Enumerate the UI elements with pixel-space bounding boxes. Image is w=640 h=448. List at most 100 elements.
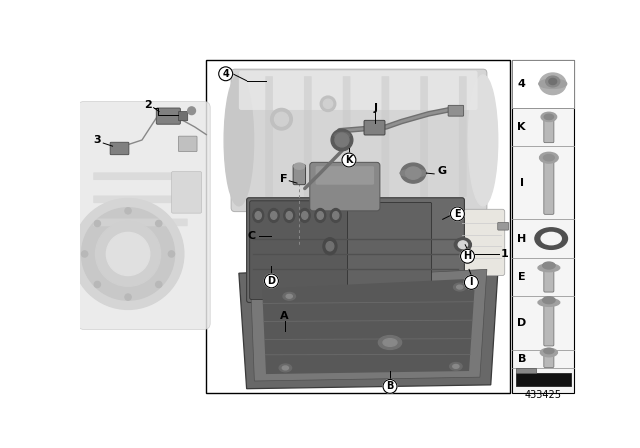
Ellipse shape [544,348,554,353]
FancyBboxPatch shape [316,166,374,185]
Polygon shape [516,373,571,386]
Text: K: K [345,155,353,165]
Text: G: G [437,166,447,176]
Ellipse shape [330,208,341,222]
Circle shape [188,107,195,115]
Ellipse shape [333,211,339,220]
Circle shape [219,67,233,81]
Circle shape [156,281,162,288]
Text: H: H [517,233,526,244]
FancyBboxPatch shape [448,105,463,116]
Text: E: E [454,209,461,219]
FancyBboxPatch shape [246,198,465,302]
Circle shape [81,251,88,257]
Ellipse shape [538,299,560,306]
Text: 433425: 433425 [525,390,562,400]
Text: 1: 1 [501,249,509,259]
Bar [513,60,575,108]
Ellipse shape [543,262,555,269]
FancyBboxPatch shape [420,76,428,197]
FancyBboxPatch shape [381,76,389,197]
Ellipse shape [326,241,334,251]
FancyBboxPatch shape [458,209,505,276]
FancyBboxPatch shape [343,76,351,197]
Circle shape [271,108,292,130]
Text: 4: 4 [222,69,229,79]
FancyBboxPatch shape [304,76,312,197]
Bar [206,60,510,392]
Text: B: B [387,381,394,392]
Text: E: E [518,272,525,282]
Ellipse shape [406,167,421,179]
Ellipse shape [271,211,277,220]
Text: A: A [280,310,289,321]
Ellipse shape [541,233,561,245]
Ellipse shape [544,114,554,120]
Circle shape [335,133,349,147]
FancyBboxPatch shape [239,71,477,110]
Ellipse shape [283,293,296,300]
Ellipse shape [549,78,557,85]
Circle shape [331,129,353,151]
Circle shape [323,99,333,108]
Ellipse shape [543,297,555,304]
Ellipse shape [268,208,279,222]
Ellipse shape [315,208,326,222]
Circle shape [125,208,131,214]
Circle shape [95,222,161,286]
Ellipse shape [540,152,558,163]
Ellipse shape [300,208,310,222]
FancyBboxPatch shape [250,201,349,299]
Text: F: F [280,173,287,184]
FancyBboxPatch shape [77,102,210,329]
Ellipse shape [454,283,466,291]
Ellipse shape [284,208,294,222]
Ellipse shape [317,211,323,220]
FancyBboxPatch shape [93,219,188,226]
Ellipse shape [535,228,568,250]
Ellipse shape [279,364,292,372]
Ellipse shape [450,362,462,370]
Text: I: I [470,277,473,288]
FancyBboxPatch shape [544,267,554,292]
FancyBboxPatch shape [310,162,380,211]
Ellipse shape [334,132,349,138]
Ellipse shape [378,336,402,349]
Circle shape [465,276,478,289]
Circle shape [451,207,465,221]
Ellipse shape [323,238,337,255]
FancyBboxPatch shape [172,172,202,213]
Ellipse shape [253,208,264,222]
FancyBboxPatch shape [179,112,188,121]
Circle shape [342,153,356,167]
Text: K: K [518,122,526,132]
Text: J: J [373,103,377,112]
FancyBboxPatch shape [265,76,273,197]
Ellipse shape [452,365,459,368]
Polygon shape [250,269,487,381]
Circle shape [94,281,100,288]
Ellipse shape [383,339,397,346]
Ellipse shape [539,79,566,88]
Ellipse shape [282,366,289,370]
FancyBboxPatch shape [156,108,180,124]
Circle shape [320,96,336,112]
Ellipse shape [543,155,554,161]
FancyBboxPatch shape [544,351,554,367]
Ellipse shape [286,294,292,298]
FancyBboxPatch shape [179,136,197,151]
Text: I: I [520,178,524,188]
FancyBboxPatch shape [348,202,431,298]
Ellipse shape [538,264,560,271]
Polygon shape [516,368,536,373]
Ellipse shape [294,163,305,169]
Bar [513,60,575,392]
Ellipse shape [540,73,566,95]
FancyBboxPatch shape [544,116,554,143]
Ellipse shape [457,285,463,289]
Circle shape [72,198,184,310]
Circle shape [383,379,397,393]
Text: C: C [248,231,256,241]
Text: H: H [463,251,472,261]
FancyBboxPatch shape [93,195,188,203]
